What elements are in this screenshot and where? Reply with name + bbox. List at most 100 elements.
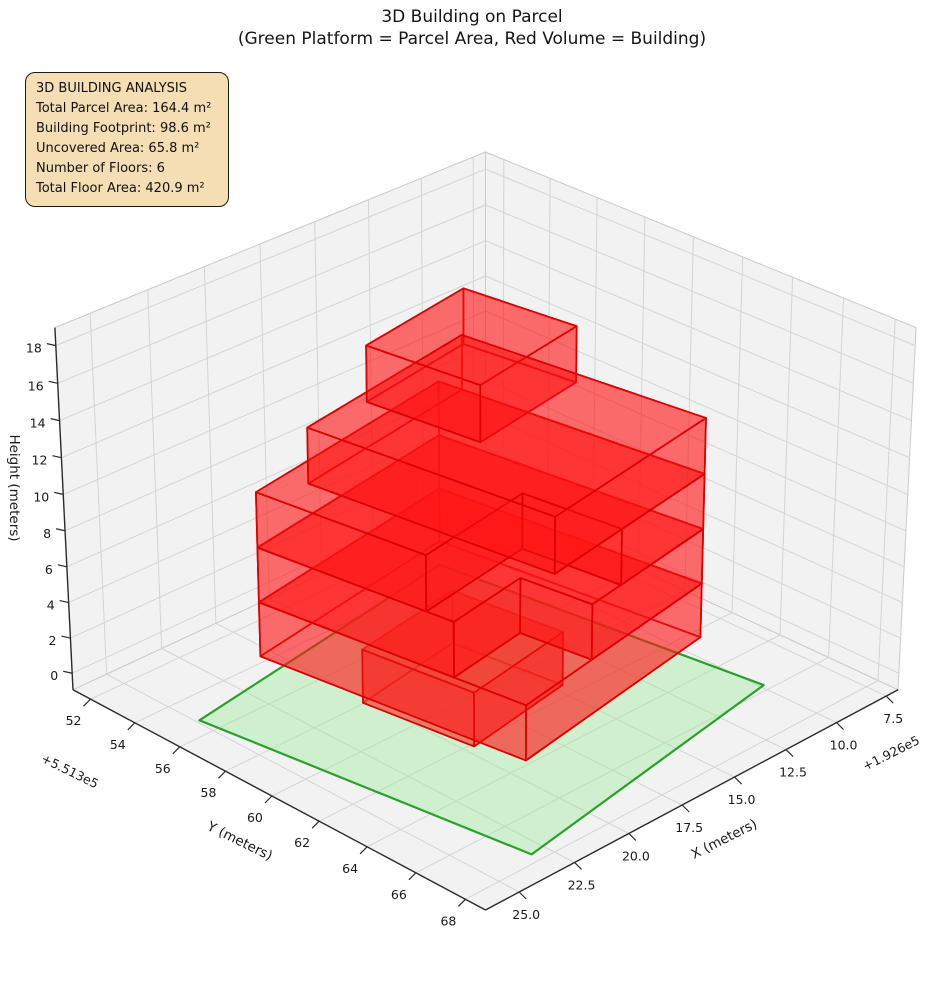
y-tick-label: 56: [155, 761, 171, 776]
grid-line: [225, 568, 639, 772]
grid-line: [57, 204, 486, 384]
x-tick-label: 22.5: [568, 877, 596, 892]
grid-line: [485, 240, 912, 422]
z-tick: [46, 343, 56, 347]
y-axis-offset-text: +5.513e5: [39, 751, 101, 792]
y-tick: [172, 746, 181, 755]
z-tick: [48, 380, 58, 384]
grid-line: [485, 379, 905, 568]
grid-line: [828, 297, 844, 658]
x-tick-label: 25.0: [512, 907, 540, 922]
grid-line: [485, 413, 903, 604]
grid-lines: [55, 156, 916, 900]
y-tick: [127, 722, 136, 731]
info-box-line: Total Floor Area: 420.9 m²: [36, 181, 205, 196]
scene-3d: [198, 287, 765, 856]
grid-line: [637, 216, 646, 570]
grid-line: [485, 275, 910, 459]
x-tick-label: 15.0: [728, 792, 756, 807]
grid-line: [465, 680, 879, 900]
grid-line: [203, 266, 217, 624]
grid-line: [366, 634, 781, 848]
grid-line: [368, 199, 374, 551]
z-tick-label: 8: [43, 526, 51, 541]
grid-line: [179, 547, 593, 748]
x-tick: [785, 749, 794, 758]
x-axis-line: [485, 689, 899, 911]
z-tick-label: 18: [26, 341, 42, 356]
z-tick: [52, 455, 62, 459]
grid-line: [779, 277, 794, 635]
z-tick: [54, 491, 64, 495]
x-tick-label: 10.0: [830, 738, 858, 753]
y-tick-label: 58: [201, 785, 217, 800]
info-box-line: Total Parcel Area: 164.4 m²: [36, 101, 212, 116]
info-box-line: Number of Floors: 6: [36, 161, 165, 176]
grid-line: [423, 526, 837, 724]
plot-title-line1: 3D Building on Parcel: [381, 7, 563, 27]
info-box-line: Building Footprint: 98.6 m²: [36, 121, 211, 136]
x-tick: [885, 695, 894, 704]
y-tick-label: 62: [294, 835, 310, 850]
grid-line: [134, 526, 548, 724]
grid-line: [271, 590, 686, 797]
grid-line: [415, 657, 829, 874]
info-box-line: Uncovered Area: 65.8 m²: [36, 141, 200, 156]
info-box-title: 3D BUILDING ANALYSIS: [36, 81, 188, 96]
z-tick: [50, 418, 60, 422]
building-floor-5-side: [306, 426, 557, 575]
z-tick-label: 6: [45, 562, 53, 577]
grid-line: [68, 413, 486, 604]
x-tick-label: 17.5: [675, 820, 703, 835]
x-tick: [574, 862, 582, 870]
grid-line: [147, 289, 163, 649]
z-tick-label: 10: [33, 489, 49, 504]
plot-title: 3D Building on Parcel (Green Platform = …: [0, 6, 944, 50]
y-tick: [311, 820, 320, 829]
z-tick: [61, 635, 71, 639]
z-axis-line: [54, 327, 74, 690]
grid-line: [161, 648, 575, 863]
analysis-info-box: 3D BUILDING ANALYSIS Total Parcel Area: …: [25, 72, 229, 207]
grid-line: [485, 310, 908, 495]
z-tick-label: 4: [47, 598, 55, 613]
x-axis-offset-text: +1.926e5: [860, 732, 922, 773]
x-tick: [518, 891, 527, 900]
z-tick: [63, 670, 73, 674]
building-floor-1-side: [361, 648, 475, 748]
y-tick: [83, 698, 91, 707]
y-axis-line: [72, 689, 486, 911]
grid-line: [372, 549, 787, 751]
x-tick: [681, 804, 690, 813]
y-tick-label: 64: [342, 861, 358, 876]
grid-line: [89, 313, 108, 675]
z-tick-label: 12: [32, 453, 48, 468]
x-tick-label: 20.0: [622, 848, 650, 863]
y-tick: [458, 898, 466, 907]
grid-line: [731, 256, 744, 613]
grid-line: [485, 481, 900, 674]
y-tick: [408, 872, 417, 881]
grid-line: [473, 502, 887, 697]
grid-line: [485, 447, 901, 639]
x-tick-label: 12.5: [779, 765, 807, 780]
grid-line: [64, 345, 486, 532]
grid-line: [55, 168, 486, 347]
x-tick-label: 7.5: [883, 711, 903, 726]
grid-line: [502, 159, 505, 507]
z-tick-label: 0: [50, 668, 58, 683]
axes-lines-and-ticks: 7.5 10.0 12.5 15.0 17.5 20.0 22.5 25.0 52 54 56 58 6…: [26, 327, 903, 928]
grid-line: [66, 379, 486, 568]
z-tick: [59, 600, 69, 604]
y-tick-label: 66: [391, 887, 407, 902]
grid-line: [684, 236, 694, 591]
grid-line: [90, 505, 504, 700]
y-tick: [264, 795, 273, 804]
grid-line: [61, 275, 486, 459]
grid-line: [472, 156, 475, 504]
grid-line: [485, 168, 916, 347]
y-axis-label: Y (meters): [204, 818, 275, 864]
grid-line: [70, 447, 486, 639]
grid-line: [321, 573, 735, 778]
